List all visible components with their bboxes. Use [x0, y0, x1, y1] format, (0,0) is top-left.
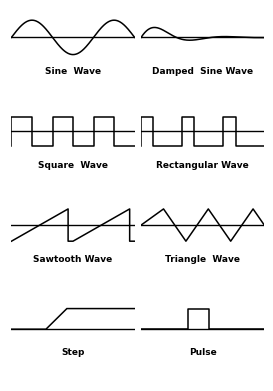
Text: Triangle  Wave: Triangle Wave	[165, 255, 240, 264]
Text: Sine  Wave: Sine Wave	[45, 67, 101, 76]
Text: Square  Wave: Square Wave	[38, 161, 108, 170]
Text: Pulse: Pulse	[189, 348, 216, 357]
Text: Damped  Sine Wave: Damped Sine Wave	[152, 67, 253, 76]
Text: Sawtooth Wave: Sawtooth Wave	[33, 255, 113, 264]
Text: Rectangular Wave: Rectangular Wave	[156, 161, 249, 170]
Text: Step: Step	[61, 348, 85, 357]
